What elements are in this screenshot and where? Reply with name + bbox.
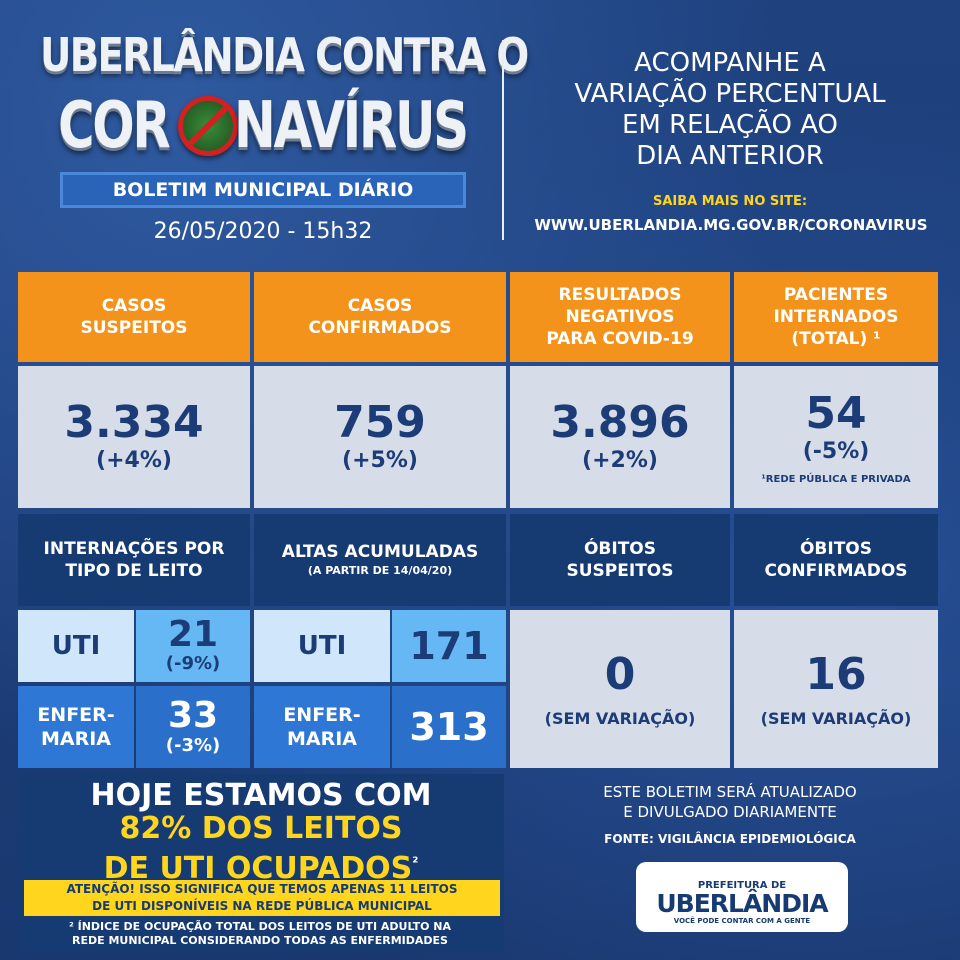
- occupancy-line2: 82% DOS LEITOS: [119, 811, 403, 846]
- cell-casos-suspeitos: 3.334 (+4%): [18, 366, 250, 508]
- altas-title: ALTAS ACUMULADAS: [281, 542, 479, 562]
- value-casos-suspeitos: 3.334: [64, 397, 204, 448]
- header-casos-suspeitos: CASOS SUSPEITOS: [18, 272, 250, 362]
- header-casos-confirmados: CASOS CONFIRMADOS: [254, 272, 506, 362]
- saiba-mais-label: SAIBA MAIS NO SITE:: [652, 194, 808, 209]
- pct-resultados-negativos: (+2%): [582, 448, 658, 473]
- cell-pacientes-internados: 54 (-5%) ¹REDE PÚBLICA E PRIVADA: [734, 366, 938, 508]
- logo-main: UBERLÂNDIA: [656, 888, 828, 918]
- update-note: ESTE BOLETIM SERÁ ATUALIZADO E DIVULGADO…: [603, 783, 857, 821]
- value-pacientes-internados: 54: [805, 387, 867, 439]
- occupancy-line3: DE UTI OCUPADOS: [103, 851, 413, 886]
- cell-obitos-suspeitos: 0 (SEM VARIAÇÃO): [510, 610, 730, 768]
- pct-casos-confirmados: (+5%): [342, 448, 418, 473]
- headline-cor: COR: [58, 89, 171, 163]
- attention-banner: ATENÇÃO! ISSO SIGNIFICA QUE TEMOS APENAS…: [24, 880, 500, 916]
- header-obitos-confirmados: ÓBITOS CONFIRMADOS: [734, 514, 938, 606]
- acompanhe-text: ACOMPANHE A VARIAÇÃO PERCENTUAL EM RELAÇ…: [530, 48, 930, 172]
- occupancy-highlight: 82% DOS LEITOS DE UTI OCUPADOS²: [18, 812, 504, 886]
- header-altas: ALTAS ACUMULADAS (A PARTIR DE 14/04/20): [254, 514, 506, 606]
- site-link[interactable]: WWW.UBERLANDIA.MG.GOV.BR/CORONAVIRUS: [534, 216, 928, 234]
- internacoes-uti-label: UTI: [18, 610, 134, 682]
- note-obitos-suspeitos: (SEM VARIAÇÃO): [544, 708, 696, 728]
- headline-line1: UBERLÂNDIA CONTRA O: [40, 28, 529, 82]
- header-pacientes-internados: PACIENTES INTERNADOS (TOTAL) ¹: [734, 272, 938, 362]
- acompanhe-line: ACOMPANHE A: [634, 48, 826, 78]
- acompanhe-line: DIA ANTERIOR: [636, 141, 824, 171]
- internacoes-uti-cell: 21 (-9%): [136, 610, 250, 682]
- logo-slogan: VOCÊ PODE CONTAR COM A GENTE: [673, 916, 811, 925]
- headline-line2: COR NAVÍRUS: [58, 86, 532, 166]
- virus-icon: [177, 96, 238, 156]
- altas-subtitle: (A PARTIR DE 14/04/20): [307, 564, 453, 577]
- altas-uti-label: UTI: [254, 610, 390, 682]
- value-resultados-negativos: 3.896: [550, 397, 690, 448]
- header-internacoes: INTERNAÇÕES POR TIPO DE LEITO: [18, 514, 250, 606]
- internacoes-uti-pct: (-9%): [165, 653, 221, 674]
- cell-casos-confirmados: 759 (+5%): [254, 366, 506, 508]
- prefeitura-logo: PREFEITURA DE UBERLÂNDIA VOCÊ PODE CONTA…: [636, 862, 848, 932]
- cell-resultados-negativos: 3.896 (+2%): [510, 366, 730, 508]
- occupancy-line3-wrap: DE UTI OCUPADOS²: [18, 846, 504, 886]
- bulletin-badge: BOLETIM MUNICIPAL DIÁRIO: [60, 172, 466, 208]
- internacoes-uti-value: 21: [167, 614, 219, 655]
- internacoes-enf-value: 33: [167, 695, 219, 736]
- internacoes-enf-pct: (-3%): [165, 735, 221, 756]
- internacoes-enf-cell: 33 (-3%): [136, 686, 250, 768]
- header-divider: [502, 40, 504, 240]
- occupancy-line1: HOJE ESTAMOS COM: [90, 778, 432, 813]
- internacoes-enf-label: ENFER- MARIA: [18, 686, 134, 768]
- altas-enf-label: ENFER- MARIA: [254, 686, 390, 768]
- header-resultados-negativos: RESULTADOS NEGATIVOS PARA COVID-19: [510, 272, 730, 362]
- occupancy-panel: [18, 774, 504, 952]
- occupancy-sup: ²: [412, 855, 419, 871]
- cell-obitos-confirmados: 16 (SEM VARIAÇÃO): [734, 610, 938, 768]
- occupancy-footnote: ² ÍNDICE DE OCUPAÇÃO TOTAL DOS LEITOS DE…: [68, 920, 452, 947]
- logo-top: PREFEITURA DE: [697, 879, 787, 891]
- note-obitos-confirmados: (SEM VARIAÇÃO): [760, 708, 912, 728]
- source-note: FONTE: VIGILÂNCIA EPIDEMIOLÓGICA: [604, 832, 856, 846]
- header-obitos-suspeitos: ÓBITOS SUSPEITOS: [510, 514, 730, 606]
- pct-pacientes-internados: (-5%): [802, 438, 870, 464]
- note-rede: ¹REDE PÚBLICA E PRIVADA: [761, 473, 911, 485]
- acompanhe-line: VARIAÇÃO PERCENTUAL: [574, 79, 886, 109]
- altas-enf-value: 313: [392, 686, 506, 768]
- pct-casos-suspeitos: (+4%): [96, 448, 172, 473]
- value-obitos-suspeitos: 0: [604, 648, 636, 700]
- altas-uti-value: 171: [392, 610, 506, 682]
- bulletin-date: 26/05/2020 - 15h32: [153, 218, 373, 244]
- value-casos-confirmados: 759: [334, 397, 426, 448]
- value-obitos-confirmados: 16: [805, 648, 867, 700]
- headline-navirus: NAVÍRUS: [233, 89, 469, 163]
- acompanhe-line: EM RELAÇÃO AO: [621, 110, 839, 140]
